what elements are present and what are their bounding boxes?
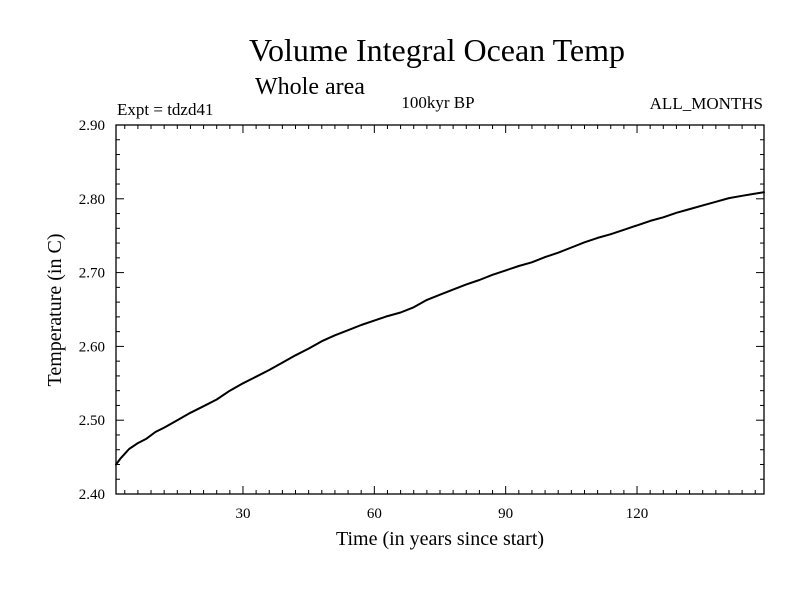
- months-label: ALL_MONTHS: [650, 94, 763, 113]
- y-tick-label: 2.50: [79, 413, 105, 429]
- y-axis-label: Temperature (in C): [44, 234, 66, 387]
- axis-ticks: [116, 124, 764, 495]
- x-tick-label: 30: [235, 506, 250, 522]
- x-tick-label: 120: [626, 506, 649, 522]
- y-tick-label: 2.80: [79, 192, 105, 208]
- axis-tick-labels: 30 60 90 120 2.40 2.50 2.60 2.70 2.80 2.90: [79, 118, 649, 522]
- y-tick-label: 2.60: [79, 339, 105, 355]
- x-axis-label: Time (in years since start): [336, 528, 544, 550]
- series-line: [115, 191, 765, 466]
- chart-subtitle: Whole area: [255, 74, 365, 100]
- y-tick-label: 2.70: [79, 266, 105, 282]
- period-label: 100kyr BP: [401, 93, 474, 112]
- expt-label: Expt = tdzd41: [117, 100, 213, 119]
- y-tick-label: 2.40: [79, 487, 105, 503]
- chart-title: Volume Integral Ocean Temp: [249, 32, 625, 68]
- x-tick-label: 60: [367, 506, 382, 522]
- y-tick-label: 2.90: [79, 118, 105, 134]
- x-tick-label: 90: [498, 506, 513, 522]
- plot-frame: [115, 124, 765, 495]
- plot-area: [115, 124, 765, 495]
